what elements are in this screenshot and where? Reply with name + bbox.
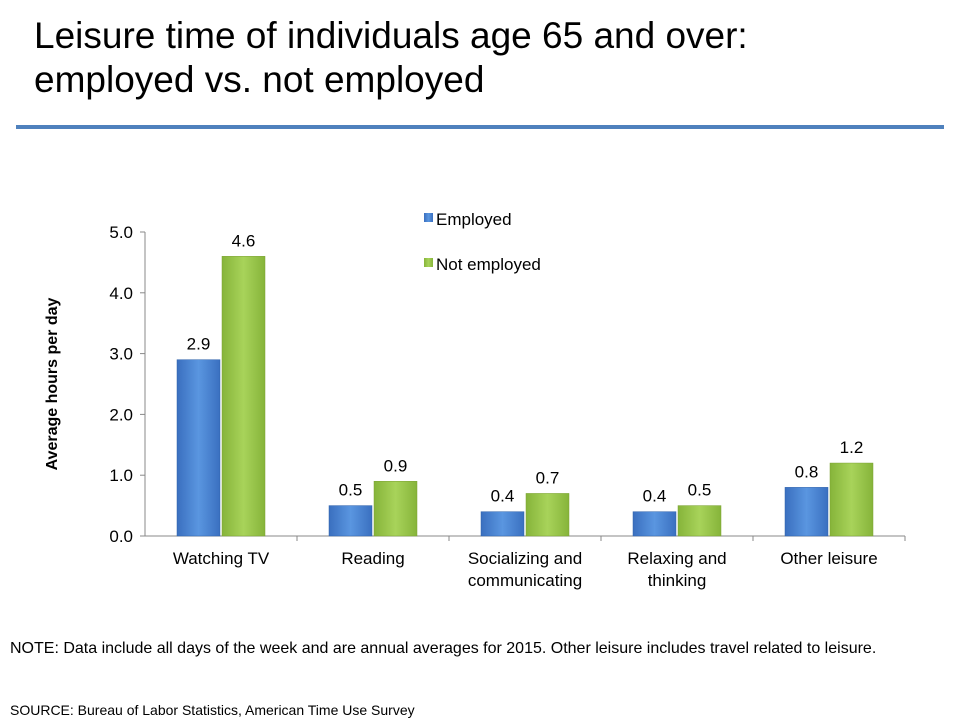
- data-label: 1.2: [840, 438, 864, 457]
- x-tick-label: Reading: [341, 549, 404, 568]
- x-tick-label: Other leisure: [780, 549, 877, 568]
- data-label: 4.6: [232, 231, 256, 250]
- page-title: Leisure time of individuals age 65 and o…: [34, 14, 748, 102]
- y-tick-label: 2.0: [109, 405, 133, 424]
- x-tick-label: Watching TV: [173, 549, 270, 568]
- title-line-2: employed vs. not employed: [34, 59, 485, 100]
- y-tick-label: 1.0: [109, 466, 133, 485]
- bar-employed: [632, 511, 677, 537]
- chart-source: SOURCE: Bureau of Labor Statistics, Amer…: [10, 702, 415, 718]
- title-divider: [16, 125, 944, 129]
- bar-employed: [328, 505, 373, 537]
- legend-swatch: [424, 258, 433, 267]
- x-tick-label: communicating: [468, 571, 582, 590]
- x-tick-label: thinking: [648, 571, 707, 590]
- data-label: 0.9: [384, 456, 408, 475]
- bar-not-employed: [221, 256, 266, 537]
- chart-note: NOTE: Data include all days of the week …: [10, 640, 877, 657]
- y-tick-label: 4.0: [109, 284, 133, 303]
- legend-swatch: [424, 213, 433, 222]
- legend-label: Not employed: [436, 255, 541, 274]
- bar-employed: [784, 487, 829, 537]
- y-tick-label: 3.0: [109, 345, 133, 364]
- bar-employed: [480, 511, 525, 537]
- y-tick-label: 0.0: [109, 527, 133, 546]
- data-label: 0.4: [643, 487, 667, 506]
- y-axis-title: Average hours per day: [44, 298, 61, 471]
- x-tick-label: Relaxing and: [627, 549, 726, 568]
- data-label: 0.5: [688, 481, 712, 500]
- bar-not-employed: [829, 462, 874, 537]
- y-tick-label: 5.0: [109, 223, 133, 242]
- bar-chart: 0.0 1.0 2.0 3.0 4.0 5.0 Average hours per day W…: [44, 210, 906, 590]
- bar-not-employed: [677, 505, 722, 537]
- title-line-1: Leisure time of individuals age 65 and o…: [34, 15, 748, 56]
- x-tick-label: Socializing and: [468, 549, 582, 568]
- bar-not-employed: [373, 481, 418, 537]
- bar-not-employed: [525, 493, 570, 537]
- data-label: 0.4: [491, 487, 515, 506]
- data-label: 0.7: [536, 468, 560, 487]
- data-label: 2.9: [187, 335, 211, 354]
- data-label: 0.5: [339, 481, 363, 500]
- bar-employed: [176, 359, 221, 537]
- data-label: 0.8: [795, 462, 819, 481]
- legend-label: Employed: [436, 210, 512, 229]
